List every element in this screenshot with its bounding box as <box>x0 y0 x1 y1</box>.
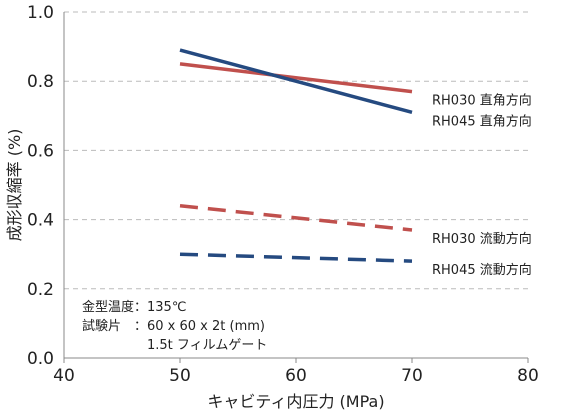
series-lines <box>179 48 413 263</box>
series-label: RH030 流動方向 <box>432 231 532 247</box>
x-tick-label: 80 <box>517 366 539 386</box>
y-tick-label: 0.0 <box>27 349 54 369</box>
x-tick-labels: 40 50 60 70 80 <box>53 358 539 386</box>
y-axis-title: 成形収縮率 (%) <box>5 129 24 242</box>
series-label: RH030 直角方向 <box>432 93 532 109</box>
x-tick-label: 50 <box>169 366 191 386</box>
series-labels: RH030 直角方向 RH045 直角方向 RH030 流動方向 RH045 流動方向 <box>432 93 532 279</box>
series-line <box>179 62 413 94</box>
annotation-line: 試験片 ：60 x 60 x 2t (mm) <box>82 318 265 334</box>
gridlines <box>64 11 528 290</box>
series-label: RH045 流動方向 <box>432 262 532 278</box>
annotation-line: 金型温度：135℃ <box>82 299 186 315</box>
series-line <box>179 252 413 263</box>
x-tick-label: 40 <box>53 366 75 386</box>
y-tick-label: 0.6 <box>27 141 54 161</box>
chart-annotation: 金型温度：135℃ 試験片 ：60 x 60 x 2t (mm) 1.5t フィ… <box>82 299 267 353</box>
y-tick-labels: 0.0 0.2 0.4 0.6 0.8 1.0 <box>27 3 54 369</box>
x-axis-title: キャビティ内圧力 (MPa) <box>207 392 384 411</box>
y-tick-label: 0.4 <box>27 211 54 231</box>
y-tick-label: 0.2 <box>27 280 54 300</box>
x-tick-label: 70 <box>401 366 423 386</box>
y-tick-label: 0.8 <box>27 72 54 92</box>
series-label: RH045 直角方向 <box>432 113 532 129</box>
annotation-line: 1.5t フィルムゲート <box>82 338 267 353</box>
series-line <box>179 48 413 115</box>
series-line <box>179 204 413 232</box>
y-tick-label: 1.0 <box>27 3 54 23</box>
x-tick-label: 60 <box>285 366 307 386</box>
